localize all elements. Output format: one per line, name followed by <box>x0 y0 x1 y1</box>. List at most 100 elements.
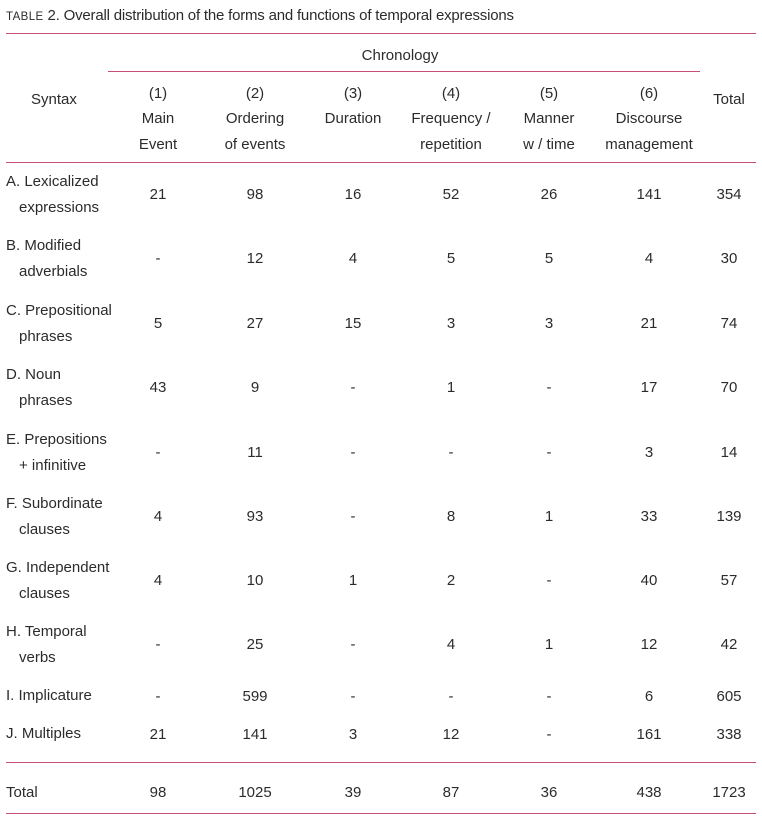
column-label-line1: Ordering <box>225 110 285 127</box>
table-caption: Table 2. Overall distribution of the for… <box>6 7 514 24</box>
totals-rule <box>6 762 756 763</box>
table-cell: 33 <box>640 508 658 525</box>
table-cell: 21 <box>149 186 167 203</box>
table-cell: 10 <box>246 572 264 589</box>
table-cell: 43 <box>149 379 167 396</box>
syntax-header: Syntax <box>31 91 77 108</box>
table-cell: - <box>350 688 356 705</box>
row-label: A. Lexicalized expressions <box>6 169 99 221</box>
table-cell: 16 <box>344 186 362 203</box>
table-cell: 40 <box>640 572 658 589</box>
table-cell: 141 <box>242 726 268 743</box>
table-cell: 5 <box>544 250 554 267</box>
row-total-cell: 74 <box>720 315 738 332</box>
row-label-line2: verbs <box>19 649 56 666</box>
table-cell: 21 <box>149 726 167 743</box>
column-label-line2: w / time <box>523 136 575 153</box>
column-total-cell: 87 <box>442 784 460 801</box>
column-label-line1: Duration <box>324 110 382 127</box>
table-cell: 3 <box>348 726 358 743</box>
total-header: Total <box>713 91 745 108</box>
row-total-cell: 30 <box>720 250 738 267</box>
row-label-line2: phrases <box>19 328 73 345</box>
row-label-line1: B. Modified <box>6 237 82 254</box>
column-number: (5) <box>539 85 559 102</box>
row-total-cell: 70 <box>720 379 738 396</box>
row-total-cell: 338 <box>716 726 742 743</box>
column-total-cell: 39 <box>344 784 362 801</box>
bottom-rule <box>6 813 756 814</box>
table-cell: 4 <box>644 250 654 267</box>
caption-text: 2. Overall distribution of the forms and… <box>43 7 514 24</box>
row-label-line1: G. Independent <box>6 559 110 576</box>
table-cell: - <box>155 688 161 705</box>
table-cell: - <box>448 688 454 705</box>
header-bottom-rule <box>6 162 756 163</box>
column-label-line1: Main <box>141 110 175 127</box>
row-label-line1: A. Lexicalized <box>6 173 99 190</box>
row-label-line2: adverbials <box>19 263 88 280</box>
row-label-line2: clauses <box>19 585 70 602</box>
column-total-cell: 1025 <box>238 784 272 801</box>
table-cell: 93 <box>246 508 264 525</box>
table-cell: 26 <box>540 186 558 203</box>
table-cell: 141 <box>636 186 662 203</box>
grand-total-cell: 1723 <box>712 784 746 801</box>
row-label-line1: I. Implicature <box>6 687 92 704</box>
table-cell: 1 <box>348 572 358 589</box>
row-label: F. Subordinate clauses <box>6 491 103 543</box>
table-cell: 4 <box>446 636 456 653</box>
row-total-cell: 354 <box>716 186 742 203</box>
table-cell: 4 <box>153 508 163 525</box>
table-cell: 4 <box>348 250 358 267</box>
table-cell: 4 <box>153 572 163 589</box>
table-cell: - <box>350 508 356 525</box>
top-rule <box>6 33 756 34</box>
table-cell: 8 <box>446 508 456 525</box>
row-label: C. Prepositional phrases <box>6 298 112 350</box>
row-label: G. Independent clauses <box>6 555 109 607</box>
row-label: E. Prepositions + infinitive <box>6 427 107 479</box>
table-cell: 3 <box>446 315 456 332</box>
table-cell: 3 <box>644 444 654 461</box>
table-cell: - <box>448 444 454 461</box>
column-label-line2: management <box>605 136 693 153</box>
table-cell: 1 <box>544 508 554 525</box>
row-total-cell: 605 <box>716 688 742 705</box>
column-total-cell: 98 <box>149 784 167 801</box>
table-cell: 25 <box>246 636 264 653</box>
row-label: D. Noun phrases <box>6 362 72 414</box>
row-label-line1: D. Noun <box>6 366 62 383</box>
column-label-line1: Manner <box>523 110 575 127</box>
table-cell: 6 <box>644 688 654 705</box>
table-cell: 9 <box>250 379 260 396</box>
row-label: J. Multiples <box>6 721 81 747</box>
table-cell: - <box>350 444 356 461</box>
table-cell: - <box>546 572 552 589</box>
caption-table-word: Table <box>6 11 44 23</box>
table-cell: 1 <box>446 379 456 396</box>
row-label-line2: clauses <box>19 521 70 538</box>
table-cell: 12 <box>246 250 264 267</box>
table-cell: - <box>155 636 161 653</box>
table-cell: - <box>546 688 552 705</box>
row-label: B. Modified adverbials <box>6 233 87 285</box>
column-label-line2: of events <box>224 136 286 153</box>
table-cell: - <box>546 444 552 461</box>
table-cell: 5 <box>153 315 163 332</box>
table-cell: - <box>155 444 161 461</box>
table-cell: 11 <box>247 444 263 461</box>
row-label-line1: H. Temporal <box>6 623 87 640</box>
row-label-line1: F. Subordinate <box>6 495 103 512</box>
table-cell: 161 <box>636 726 662 743</box>
table-cell: 2 <box>446 572 456 589</box>
row-total-cell: 139 <box>716 508 742 525</box>
column-label-line2: repetition <box>420 136 482 153</box>
row-label-line1: E. Prepositions <box>6 431 107 448</box>
table-cell: 5 <box>446 250 456 267</box>
chronology-rule <box>108 71 700 72</box>
table-cell: - <box>350 636 356 653</box>
table-cell: 12 <box>640 636 658 653</box>
table-cell: 21 <box>640 315 658 332</box>
row-label-line1: C. Prepositional <box>6 302 112 319</box>
